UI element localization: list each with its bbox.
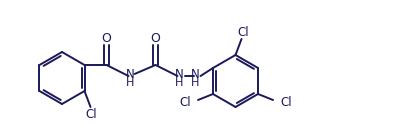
Text: Cl: Cl (238, 26, 249, 38)
Text: N: N (126, 69, 135, 81)
Text: H: H (191, 78, 200, 88)
Text: H: H (126, 78, 135, 88)
Text: Cl: Cl (179, 95, 191, 109)
Text: Cl: Cl (86, 109, 97, 121)
Text: O: O (102, 33, 111, 46)
Text: H: H (175, 78, 184, 88)
Text: O: O (150, 33, 160, 46)
Text: N: N (175, 69, 184, 81)
Text: Cl: Cl (280, 95, 292, 109)
Text: N: N (191, 69, 200, 81)
